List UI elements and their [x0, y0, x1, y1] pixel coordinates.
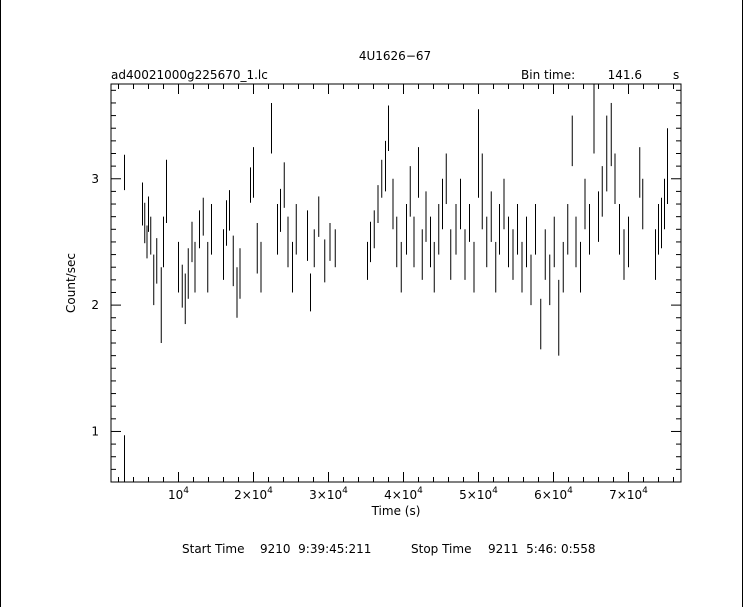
stop-time-label: Stop Time [411, 542, 471, 556]
file-label: ad40021000g225670_1.lc [111, 68, 268, 82]
x-tick-label: 5×104 [459, 486, 498, 502]
y-axis-label: Count/sec [64, 253, 78, 313]
x-tick-label: 3×104 [309, 486, 348, 502]
start-time-label: Start Time [182, 542, 245, 556]
window-border-left [0, 0, 1, 607]
stop-time-value: 9211 5:46: 0:558 [488, 542, 596, 556]
x-tick-label: 4×104 [384, 486, 423, 502]
x-tick-label: 104 [168, 486, 189, 502]
data-points [124, 84, 668, 482]
bin-time-label: Bin time: [521, 68, 575, 82]
y-tick-label: 3 [91, 172, 99, 186]
y-tick-label: 2 [91, 298, 99, 312]
chart-title: 4U1626−67 [359, 49, 431, 63]
bin-time-unit: s [673, 68, 679, 82]
x-tick-label: 7×104 [609, 486, 648, 502]
y-axis-ticks: 1 2 3 [91, 89, 681, 483]
y-tick-label: 1 [91, 424, 99, 438]
x-tick-label: 6×104 [534, 486, 573, 502]
plot-frame [110, 83, 682, 483]
x-axis-label: Time (s) [371, 504, 421, 518]
x-tick-label: 2×104 [234, 486, 273, 502]
bin-time-value: 141.6 [608, 68, 642, 82]
x-axis-ticks: 104 2×104 3×104 4×104 5×104 6×104 7×104 [118, 84, 674, 502]
start-time-value: 9210 9:39:45:211 [260, 542, 371, 556]
